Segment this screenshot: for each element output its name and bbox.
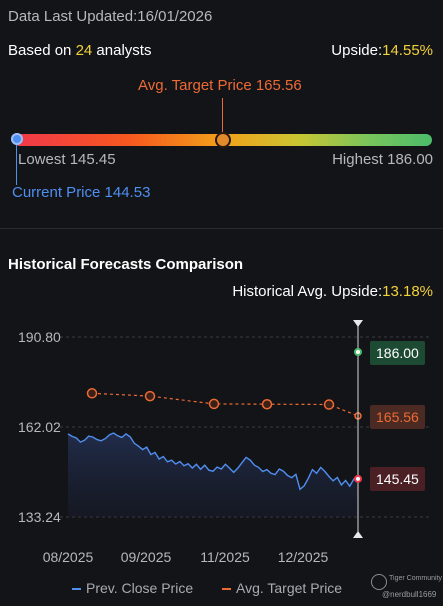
x-axis-labels: 08/2025 09/2025 11/2025 12/2025 — [43, 549, 329, 565]
current-price-label: Current Price 144.53 — [12, 184, 151, 201]
lowest-label: Lowest 145.45 — [18, 151, 116, 168]
price-area — [68, 433, 358, 517]
avg-target-label: Avg. Target Price 165.56 — [138, 77, 302, 94]
target-point — [323, 399, 335, 410]
y-tick-label: 162.02 — [18, 419, 61, 435]
updated-date: 16/01/2026 — [137, 8, 213, 25]
y-tick-label: 133.24 — [18, 509, 61, 525]
y-tick-label: 190.80 — [18, 329, 61, 345]
crosshair-top-handle[interactable] — [353, 320, 363, 327]
x-tick-label: 09/2025 — [121, 549, 172, 565]
section-divider — [0, 228, 443, 229]
avg-target-pointer — [222, 98, 223, 134]
target-point — [208, 398, 220, 410]
x-tick-label: 11/2025 — [200, 549, 250, 565]
high-value-badge: 186.00 — [370, 341, 425, 365]
current-ref-point — [354, 474, 362, 483]
avg-target-points — [86, 388, 362, 420]
hist-upside-value: 13.18% — [382, 283, 433, 300]
x-tick-label: 08/2025 — [43, 549, 94, 565]
watermark-brand: Tiger Community — [389, 575, 443, 582]
historical-upside-line: Historical Avg. Upside:13.18% — [232, 283, 433, 300]
current-price-marker — [11, 133, 23, 145]
based-suffix: analysts — [92, 42, 152, 59]
legend-prev-close[interactable]: Prev. Close Price — [72, 580, 193, 596]
based-prefix: Based on — [8, 42, 76, 59]
chart-crosshair[interactable] — [353, 320, 363, 538]
highest-label: Highest 186.00 — [332, 151, 433, 168]
target-point — [144, 390, 156, 402]
high-ref-point — [354, 348, 362, 357]
x-tick-label: 12/2025 — [278, 549, 329, 565]
hist-upside-label: Historical Avg. Upside: — [232, 283, 383, 300]
updated-label-text: Data Last Updated: — [8, 8, 138, 25]
avg-target-price-line — [91, 392, 359, 417]
data-updated-label: Data Last Updated:16/01/2026 — [8, 8, 212, 25]
legend-target-swatch — [222, 588, 231, 591]
legend-avg-target[interactable]: Avg. Target Price — [222, 580, 342, 596]
analyst-count: 24 — [75, 42, 93, 59]
target-point — [261, 398, 273, 410]
avg-target-marker — [215, 132, 231, 148]
crosshair-bottom-handle[interactable] — [353, 531, 363, 538]
upside-line: Upside:14.55% — [331, 42, 433, 59]
legend-price-swatch — [72, 588, 81, 591]
legend-target-text: Avg. Target Price — [236, 580, 343, 596]
analyst-count-line: Based on 24 analysts — [8, 42, 151, 59]
current-price-pointer — [16, 145, 17, 185]
target-point — [86, 388, 98, 399]
y-axis-labels: 190.80 162.02 133.24 — [18, 329, 61, 525]
current-value-badge: 145.45 — [370, 467, 425, 491]
legend-price-text: Prev. Close Price — [86, 580, 194, 596]
upside-label: Upside: — [331, 42, 383, 59]
watermark-user: @nerdbull1669 — [382, 590, 437, 599]
target-value-badge: 165.56 — [370, 405, 425, 429]
historical-title: Historical Forecasts Comparison — [8, 256, 244, 273]
upside-value: 14.55% — [382, 42, 433, 59]
prev-close-price-line — [67, 432, 359, 491]
tiger-logo-icon — [371, 574, 387, 590]
historical-forecast-chart[interactable]: 190.80 162.02 133.24 08/2025 09/2025 11/2025… — [0, 310, 443, 580]
